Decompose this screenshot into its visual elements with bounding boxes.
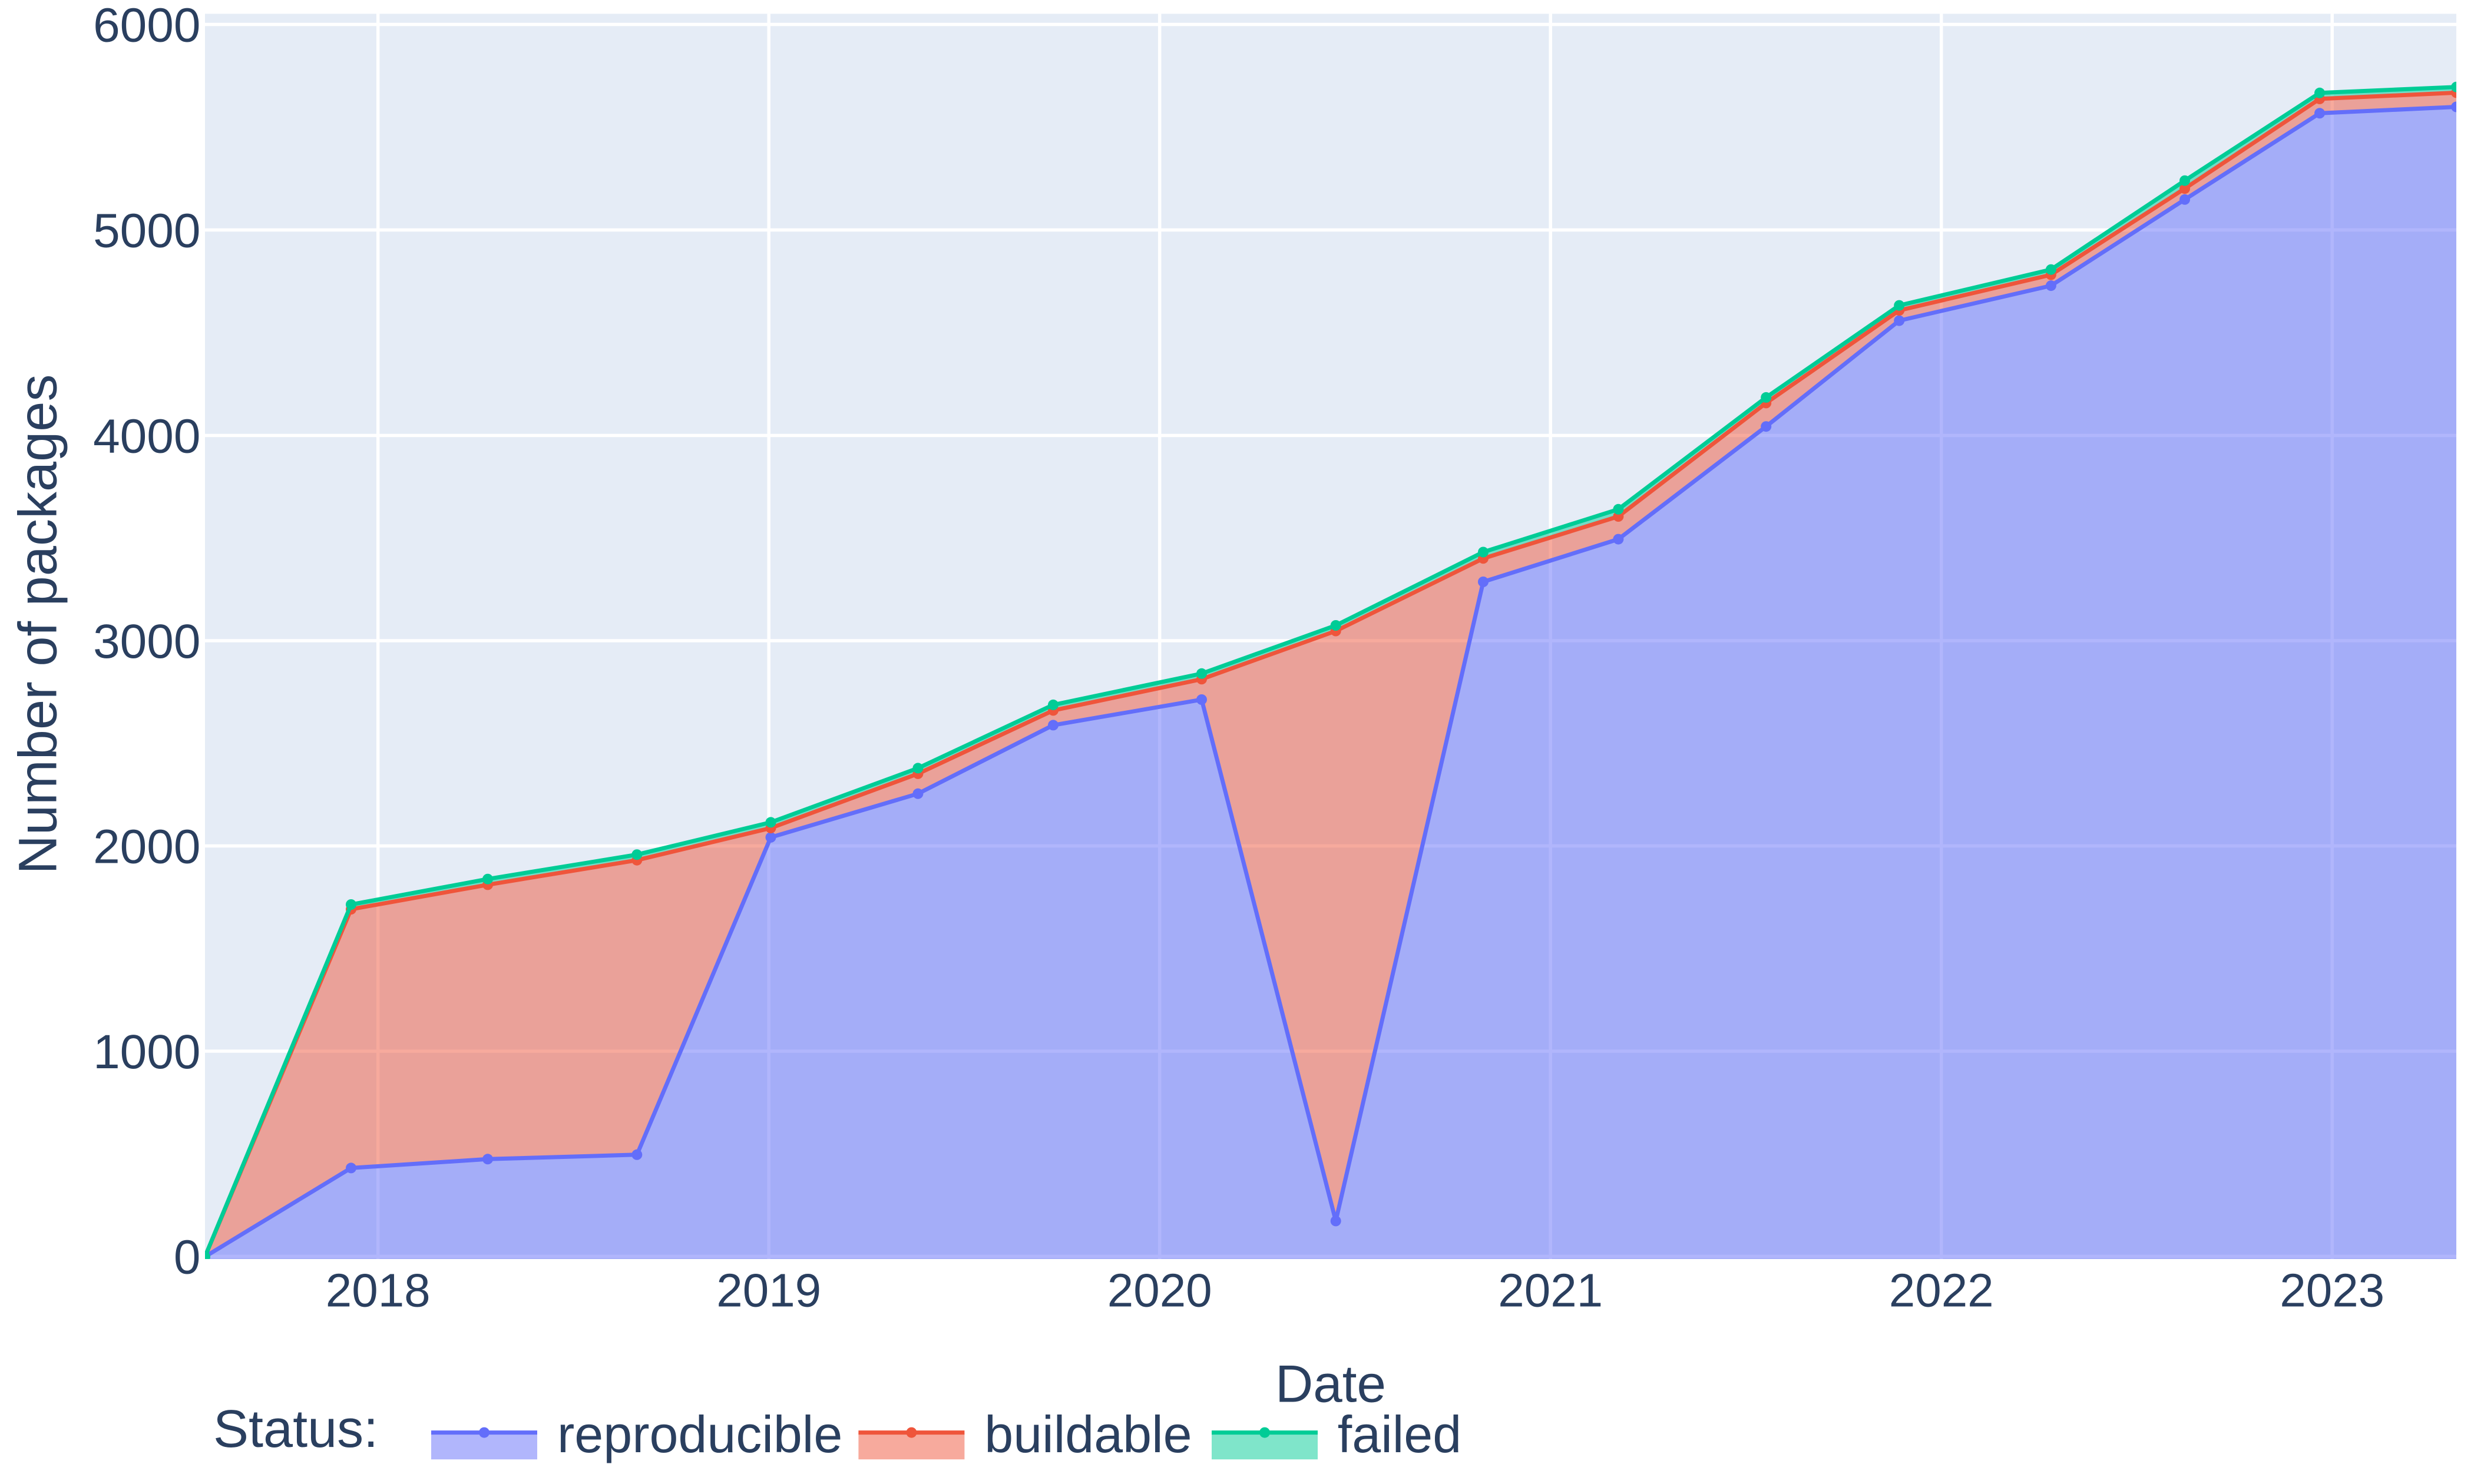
svg-text:buildable: buildable (984, 1405, 1192, 1463)
svg-text:reproducible: reproducible (557, 1405, 842, 1463)
svg-text:Number of packages: Number of packages (8, 375, 68, 874)
svg-text:2020: 2020 (1107, 1264, 1212, 1317)
svg-text:2000: 2000 (93, 820, 200, 874)
svg-text:4000: 4000 (93, 410, 200, 463)
svg-text:0: 0 (174, 1230, 201, 1284)
svg-text:2022: 2022 (1889, 1264, 1994, 1317)
svg-text:Status:: Status: (213, 1400, 378, 1459)
svg-text:2019: 2019 (716, 1264, 821, 1317)
svg-text:2023: 2023 (2280, 1264, 2384, 1317)
svg-text:Date: Date (1275, 1354, 1386, 1413)
svg-text:3000: 3000 (93, 615, 200, 668)
svg-text:1000: 1000 (93, 1025, 200, 1079)
svg-text:5000: 5000 (93, 204, 200, 258)
svg-text:failed: failed (1338, 1405, 1461, 1463)
svg-text:2018: 2018 (326, 1264, 431, 1317)
svg-text:6000: 6000 (93, 0, 200, 52)
svg-text:2021: 2021 (1498, 1264, 1603, 1317)
